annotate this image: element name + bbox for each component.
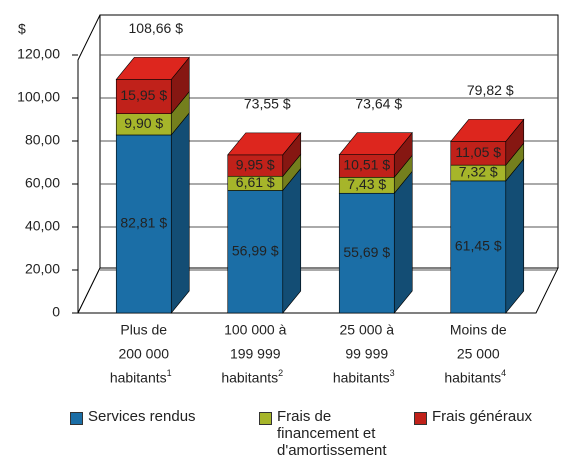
x-tick-label: 99 999 (345, 346, 388, 362)
bar-top (450, 119, 525, 142)
x-tick-label: habitants2 (221, 368, 283, 385)
legend-item: Frais de financement et d'amortissement (259, 408, 409, 457)
category-note: 2 (278, 368, 283, 378)
y-tick-label: 120,00 (17, 46, 60, 62)
legend-item: Services rendus (70, 408, 250, 425)
bar-top (338, 132, 413, 155)
bar-top (115, 57, 190, 80)
bar-side (393, 170, 413, 314)
x-tick-label: 25 000 à (340, 322, 395, 338)
legend-label: Frais de financement et d'amortissement (277, 408, 387, 457)
legend-swatch (414, 412, 427, 425)
y-tick-label: 80,00 (25, 132, 60, 148)
y-tick-label: 60,00 (25, 175, 60, 191)
x-tick-label: habitants4 (444, 368, 506, 385)
x-tick-label: 199 999 (230, 346, 281, 362)
bar-side (170, 112, 190, 314)
category-note: 1 (167, 368, 172, 378)
data-label: 7,43 $ (347, 176, 386, 192)
x-tick-label: Moins de (450, 322, 507, 338)
y-tick-label: 40,00 (25, 218, 60, 234)
bar-segment (115, 134, 172, 314)
data-label: 9,95 $ (236, 156, 275, 172)
side-wall (77, 14, 101, 314)
data-label: 61,45 $ (455, 238, 502, 254)
data-label: 15,95 $ (120, 87, 167, 103)
legend-label: Services rendus (88, 408, 196, 425)
bar-segment (338, 192, 395, 314)
y-tick-label: 20,00 (25, 261, 60, 277)
category-note: 3 (390, 368, 395, 378)
total-label: 79,82 $ (467, 82, 514, 98)
x-tick-label: habitants1 (110, 368, 172, 385)
x-tick-label: Plus de (120, 322, 167, 338)
y-axis-label: $ (18, 21, 26, 37)
total-label: 73,55 $ (244, 96, 291, 112)
legend-item: Frais généraux (414, 408, 561, 425)
y-tick-label: 0 (52, 304, 60, 320)
legend-swatch (70, 412, 83, 425)
data-label: 6,61 $ (236, 174, 275, 190)
data-label: 7,32 $ (459, 164, 498, 180)
data-label: 10,51 $ (343, 157, 390, 173)
data-label: 82,81 $ (120, 215, 167, 231)
category-note: 4 (501, 368, 506, 378)
bar-side (505, 158, 525, 314)
total-label: 108,66 $ (129, 20, 184, 36)
data-label: 56,99 $ (232, 242, 279, 258)
bar-top (227, 132, 302, 156)
x-tick-label: 25 000 (457, 346, 500, 362)
total-label: 73,64 $ (355, 95, 402, 111)
bar-segment (227, 190, 284, 314)
legend-label: Frais généraux (432, 408, 533, 425)
x-tick-label: 100 000 à (224, 322, 286, 338)
x-tick-label: habitants3 (333, 368, 395, 385)
x-tick-label: 200 000 (118, 346, 169, 362)
data-label: 11,05 $ (455, 144, 501, 160)
bar-side (282, 167, 302, 314)
legend: Services rendus Frais de financement et d… (0, 408, 561, 457)
chart: $ 0 20,00 40,00 60,00 80,00 100,00 120,00 82,81… (17, 14, 559, 386)
legend-swatch (259, 412, 272, 425)
y-tick-label: 100,00 (17, 89, 60, 105)
data-label: 9,90 $ (124, 115, 163, 131)
data-label: 55,69 $ (343, 244, 390, 260)
